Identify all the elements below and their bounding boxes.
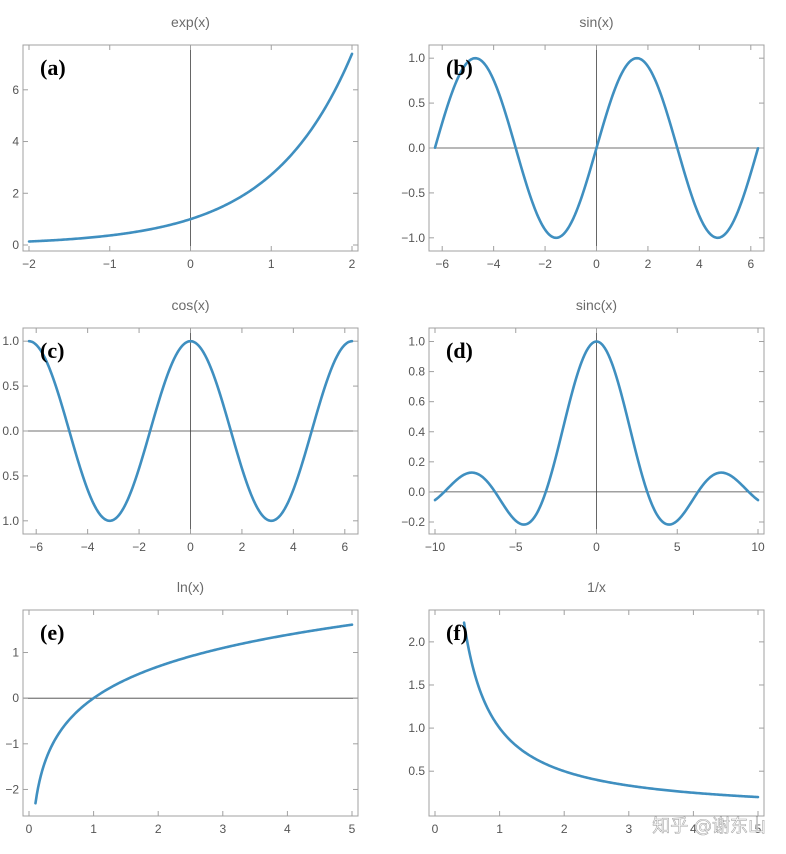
series-line [27,339,354,523]
x-tick-label: 2 [645,257,652,271]
y-tick-label: 2 [12,186,19,200]
y-tick-label: 0.0 [2,424,19,438]
chart-title: sin(x) [579,14,613,30]
x-tick-label: 0 [187,540,194,554]
x-tick-label: 4 [690,822,697,836]
x-tick-label: 6 [747,257,754,271]
x-tick-label: −4 [487,257,501,271]
series-line [462,621,760,799]
panel-label: (e) [40,620,64,645]
y-tick-label: 1.0 [408,335,425,349]
x-tick-label: 2 [349,257,356,271]
y-tick-label: 0.0 [408,141,425,155]
y-tick-label: 1.5 [408,678,425,692]
chart-title: exp(x) [171,14,210,30]
y-tick-label: −0.5 [401,186,425,200]
x-tick-label: −2 [22,257,36,271]
chart-panel-5: ln(x) 0 1 2 3 4 5 −2 −1 0 1 (e) [5,579,359,836]
series-line [433,56,760,240]
x-tick-label: 5 [755,822,762,836]
x-tick-label: 5 [674,540,681,554]
y-tick-label: 1.0 [2,514,19,528]
y-tick-label: −2 [5,782,19,796]
x-tick-label: −2 [538,257,552,271]
y-tick-label: 6 [12,83,19,97]
x-tick-label: 10 [751,540,765,554]
y-tick-label: 1.0 [2,334,19,348]
chart-title: cos(x) [171,297,209,313]
x-tick-label: 0 [593,540,600,554]
x-tick-label: 4 [696,257,703,271]
x-tick-label: 2 [155,822,162,836]
x-tick-label: −5 [509,540,523,554]
y-tick-label: 0.5 [408,96,425,110]
x-tick-label: 0 [432,822,439,836]
y-tick-label: 1.0 [408,51,425,65]
x-tick-label: 3 [625,822,632,836]
y-tick-label: 0.5 [2,469,19,483]
x-tick-label: −2 [132,540,146,554]
y-tick-label: 1 [12,646,19,660]
chart-panel-4: sinc(x) −10 −5 0 5 10 −0.2 0.0 0.2 0.4 0.6 0.8 1.0 (d… [401,297,765,554]
y-tick-label: 0.5 [408,764,425,778]
y-tick-label: 0.8 [408,365,425,379]
x-tick-label: −6 [435,257,449,271]
chart-panel-1: exp(x) −2 −1 0 1 2 0 2 4 6 (a) [12,14,359,271]
x-tick-label: 5 [349,822,356,836]
y-tick-label: −0.2 [401,515,425,529]
y-tick-label: 0 [12,238,19,252]
x-tick-label: −1 [103,257,117,271]
chart-panel-2: sin(x) −6 −4 −2 0 2 4 6 −1.0 −0.5 0.0 0.5 1.0 (b) [401,14,765,271]
x-tick-label: 1 [268,257,275,271]
x-tick-label: 6 [341,540,348,554]
y-tick-label: 0 [12,691,19,705]
panel-label: (b) [446,55,473,80]
series-line [27,52,354,243]
watermark-text: 知乎 @谢东山 [652,816,766,838]
chart-title: sinc(x) [576,297,617,313]
x-tick-label: 0 [593,257,600,271]
y-tick-label: 0.2 [408,455,425,469]
y-tick-label: 0.6 [408,395,425,409]
x-tick-label: 4 [284,822,291,836]
panel-label: (d) [446,338,473,363]
x-tick-label: −10 [425,540,446,554]
chart-title: ln(x) [177,579,204,595]
y-tick-label: 1.0 [408,721,425,735]
plot-frame [22,609,359,817]
x-tick-label: 1 [90,822,97,836]
x-tick-label: −6 [29,540,43,554]
x-tick-label: 0 [187,257,194,271]
x-tick-label: 2 [561,822,568,836]
series-line [433,340,760,526]
y-tick-label: −1 [5,737,19,751]
y-tick-label: 2.0 [408,635,425,649]
chart-title: 1/x [587,579,606,595]
x-tick-label: 0 [26,822,33,836]
plot-frame [428,609,765,817]
y-tick-label: 0.0 [408,485,425,499]
y-tick-label: 0.5 [2,379,19,393]
x-tick-label: −4 [81,540,95,554]
x-tick-label: 3 [219,822,226,836]
y-tick-label: −1.0 [401,231,425,245]
chart-panel-6: 1/x 0 1 2 3 4 5 0.5 1.0 1.5 2.0 (f) [408,579,765,836]
y-tick-label: 4 [12,135,19,149]
panel-label: (c) [40,338,64,363]
y-tick-label: 0.4 [408,425,425,439]
panel-label: (f) [446,620,468,645]
chart-panel-3: cos(x) −6 −4 −2 0 2 4 6 1.0 0.5 0.0 0.5 1.0 (c) [2,297,359,554]
x-tick-label: 1 [496,822,503,836]
panel-label: (a) [40,55,66,80]
x-tick-label: 2 [239,540,246,554]
series-line [34,623,354,805]
x-tick-label: 4 [290,540,297,554]
